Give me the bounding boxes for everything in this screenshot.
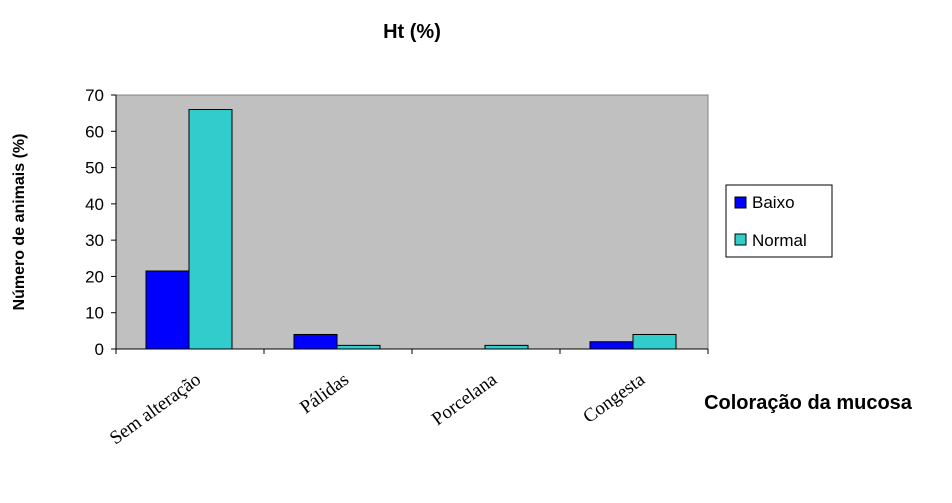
x-tick-label: Congesta [579, 369, 649, 428]
bar-baixo-2 [294, 334, 337, 349]
bar-baixo-1 [146, 271, 189, 349]
y-tick-label: 0 [95, 340, 104, 359]
y-tick-label: 30 [85, 231, 104, 250]
x-tick-label: Pálidas [296, 369, 353, 418]
x-axis-label: Coloração da mucosa [704, 392, 913, 414]
bar-normal-4 [633, 334, 676, 349]
y-tick-label: 50 [85, 159, 104, 178]
y-tick-label: 20 [85, 267, 104, 286]
legend-swatch-normal [735, 234, 746, 245]
y-tick-label: 60 [85, 122, 104, 141]
bar-normal-1 [189, 110, 232, 349]
chart-title: Ht (%) [383, 21, 441, 43]
x-tick-label: Sem alteração [106, 369, 205, 449]
bar-normal-2 [337, 345, 380, 349]
y-tick-label: 40 [85, 195, 104, 214]
x-tick-label: Porcelana [428, 369, 501, 430]
bar-baixo-4 [590, 342, 633, 349]
legend-swatch-baixo [735, 197, 746, 208]
y-axis-label: Número de animais (%) [11, 134, 28, 311]
legend-label-baixo: Baixo [752, 193, 795, 212]
y-tick-label: 70 [85, 86, 104, 105]
legend-label-normal: Normal [752, 231, 807, 250]
bar-normal-3 [485, 345, 528, 349]
y-tick-label: 10 [85, 304, 104, 323]
legend: Baixo Normal [726, 185, 832, 257]
